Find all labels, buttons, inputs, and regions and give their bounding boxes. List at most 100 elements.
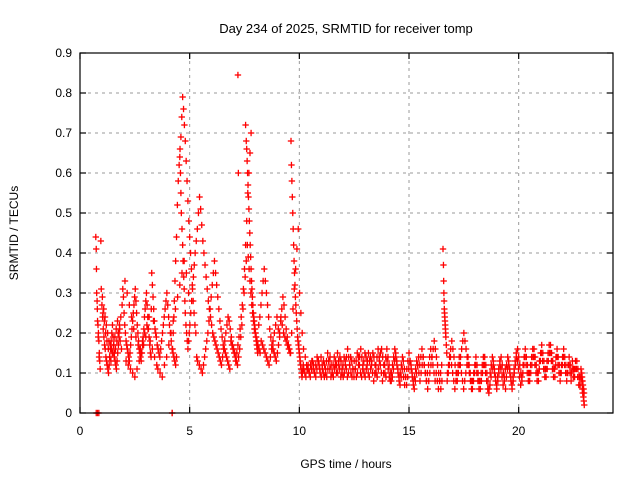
- data-point-marker: [202, 345, 209, 353]
- data-point-marker: [173, 353, 180, 361]
- data-point-marker: [241, 273, 249, 281]
- data-point-marker: [171, 357, 178, 365]
- data-point-marker: [577, 365, 585, 373]
- data-point-marker: [442, 333, 450, 341]
- data-point-marker: [101, 341, 108, 349]
- data-point-marker: [132, 333, 140, 341]
- data-point-marker: [214, 293, 221, 301]
- data-point-marker: [406, 357, 414, 365]
- data-point-marker: [107, 357, 115, 365]
- data-point-marker: [312, 361, 319, 369]
- data-point-marker: [178, 113, 185, 121]
- data-point-marker: [331, 353, 338, 361]
- x-axis-label: GPS time / hours: [300, 457, 391, 471]
- data-point-marker: [437, 369, 444, 377]
- data-point-marker: [295, 225, 302, 233]
- data-point-marker: [137, 353, 144, 361]
- data-point-marker: [109, 321, 116, 329]
- data-point-marker: [293, 325, 301, 333]
- data-point-marker: [170, 317, 177, 325]
- data-point-marker: [143, 301, 151, 309]
- data-point-marker: [433, 353, 440, 361]
- data-point-marker: [371, 369, 378, 377]
- data-point-marker: [128, 313, 135, 321]
- data-point-marker: [547, 349, 554, 357]
- data-point-marker: [181, 121, 188, 129]
- x-tick-label: 15: [402, 424, 416, 438]
- data-point-marker: [154, 341, 161, 349]
- data-point-marker: [105, 361, 113, 369]
- data-point-marker: [449, 345, 457, 353]
- data-point-marker: [202, 273, 210, 281]
- data-point-marker: [217, 357, 224, 365]
- data-point-marker: [518, 373, 525, 381]
- data-point-marker: [104, 329, 111, 337]
- data-point-marker: [451, 385, 459, 393]
- data-point-marker: [358, 373, 365, 381]
- data-point-marker: [205, 297, 212, 305]
- data-point-marker: [285, 345, 293, 353]
- data-point-marker: [217, 325, 225, 333]
- data-point-marker: [146, 337, 154, 345]
- data-point-marker: [541, 373, 548, 381]
- data-point-marker: [288, 161, 295, 169]
- data-point-marker: [502, 385, 509, 393]
- data-point-marker: [335, 357, 342, 365]
- data-point-marker: [211, 257, 218, 265]
- data-point-marker: [171, 277, 179, 285]
- data-point-marker: [388, 377, 395, 385]
- y-tick-label: 0.4: [55, 246, 72, 260]
- data-point-marker: [227, 337, 235, 345]
- data-point-marker: [233, 357, 240, 365]
- data-point-marker: [207, 313, 214, 321]
- data-point-marker: [134, 321, 141, 329]
- data-point-marker: [308, 357, 316, 365]
- data-point-marker: [580, 389, 588, 397]
- data-point-marker: [192, 329, 200, 337]
- data-point-marker: [208, 321, 215, 329]
- data-point-marker: [560, 353, 567, 361]
- data-point-marker: [144, 325, 152, 333]
- data-point-marker: [131, 373, 139, 381]
- data-point-marker: [456, 353, 463, 361]
- data-point-marker: [175, 161, 183, 169]
- data-point-marker: [205, 317, 213, 325]
- data-point-marker: [165, 341, 173, 349]
- data-point-marker: [194, 357, 201, 365]
- data-point-marker: [170, 313, 178, 321]
- data-point-marker: [138, 349, 145, 357]
- data-point-marker: [125, 353, 132, 361]
- data-point-marker: [412, 365, 419, 373]
- data-point-marker: [235, 169, 242, 177]
- data-point-marker: [229, 345, 237, 353]
- data-point-marker: [236, 345, 243, 353]
- data-point-marker: [112, 325, 120, 333]
- data-point-marker: [238, 313, 245, 321]
- data-point-marker: [97, 237, 105, 245]
- data-point-marker: [187, 309, 194, 317]
- data-point-marker: [244, 189, 251, 197]
- data-point-marker: [289, 193, 296, 201]
- data-point-marker: [268, 345, 275, 353]
- data-point-marker: [121, 277, 129, 285]
- data-point-marker: [159, 373, 166, 381]
- data-point-marker: [307, 373, 314, 381]
- data-point-marker: [107, 341, 114, 349]
- data-point-marker: [416, 377, 424, 385]
- data-point-marker: [345, 369, 352, 377]
- data-point-marker: [100, 333, 108, 341]
- data-point-marker: [302, 353, 309, 361]
- data-point-marker: [216, 317, 224, 325]
- data-point-marker: [239, 301, 246, 309]
- data-point-marker: [418, 345, 426, 353]
- data-point-marker: [288, 329, 295, 337]
- data-point-marker: [198, 221, 205, 229]
- data-point-marker: [289, 209, 296, 217]
- data-point-marker: [181, 297, 189, 305]
- data-point-marker: [199, 369, 206, 377]
- data-point-marker: [179, 241, 186, 249]
- data-point-marker: [361, 349, 369, 357]
- data-point-marker: [367, 365, 374, 373]
- data-point-marker: [411, 385, 418, 393]
- data-point-marker: [264, 301, 271, 309]
